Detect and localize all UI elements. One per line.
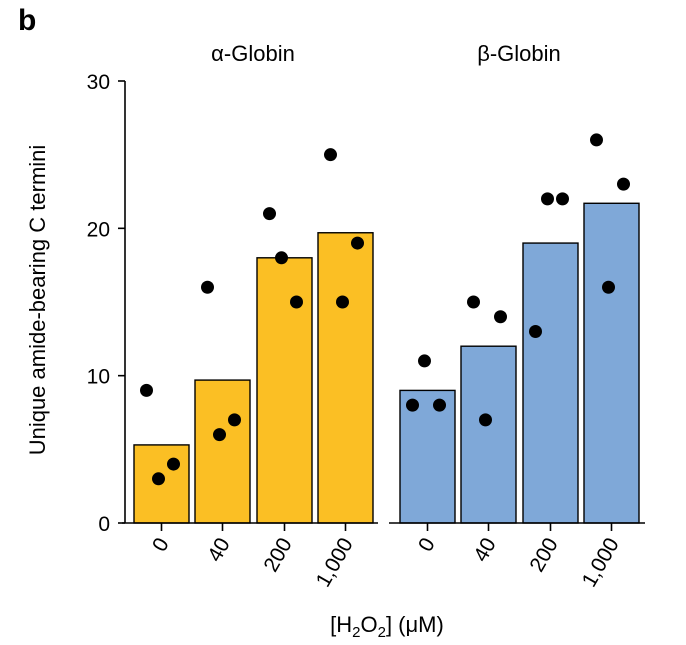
panel-label: b [18, 4, 36, 37]
y-tick-label: 30 [87, 71, 110, 94]
bar [460, 345, 517, 524]
data-point [167, 457, 180, 471]
x-tick-label: 40 [469, 534, 501, 566]
data-point [324, 148, 337, 162]
y-tick-label: 20 [87, 218, 110, 241]
x-tick-label: 0 [148, 534, 174, 556]
data-point [467, 295, 480, 309]
data-point [351, 236, 364, 250]
data-point [433, 398, 446, 412]
data-point [479, 413, 492, 427]
alpha-globin-title: α-Globin [211, 41, 295, 66]
beta-globin-title: β-Globin [477, 41, 561, 66]
bar [522, 242, 579, 524]
bar [399, 389, 456, 524]
bar [317, 232, 374, 524]
data-point [152, 472, 165, 486]
y-tick-label: 0 [98, 513, 110, 536]
x-tick-label: 200 [259, 534, 296, 576]
data-point [590, 133, 603, 147]
data-point [336, 295, 349, 309]
data-point [213, 428, 226, 442]
alpha-globin-panel: α-Globin 0 40 200 1,000 [122, 41, 378, 591]
beta-globin-panel: β-Globin 0 40 200 1,000 [389, 41, 645, 591]
data-point [275, 251, 288, 265]
x-axis-label: [H2O2] (μM) [330, 612, 444, 641]
data-point [201, 280, 214, 294]
y-tick-label: 10 [87, 366, 110, 389]
data-point [418, 354, 431, 368]
data-point [602, 280, 615, 294]
data-point [263, 207, 276, 221]
data-point [140, 383, 153, 397]
bar [194, 379, 251, 524]
data-point [290, 295, 303, 309]
data-point [529, 324, 542, 338]
data-point [617, 177, 630, 191]
x-tick-label: 1,000 [578, 534, 624, 591]
x-tick-label: 200 [525, 534, 562, 576]
bar [583, 202, 640, 524]
data-point [228, 413, 241, 427]
data-point [541, 192, 554, 206]
x-tick-label: 1,000 [312, 534, 358, 591]
x-tick-label: 40 [203, 534, 235, 566]
x-tick-label: 0 [414, 534, 440, 556]
y-axis-label: Unique amide-bearing C termini [25, 145, 50, 456]
bar [256, 257, 313, 524]
y-axis: 0 10 20 30 [87, 71, 126, 536]
data-point [556, 192, 569, 206]
data-point [406, 398, 419, 412]
data-point [494, 310, 507, 324]
